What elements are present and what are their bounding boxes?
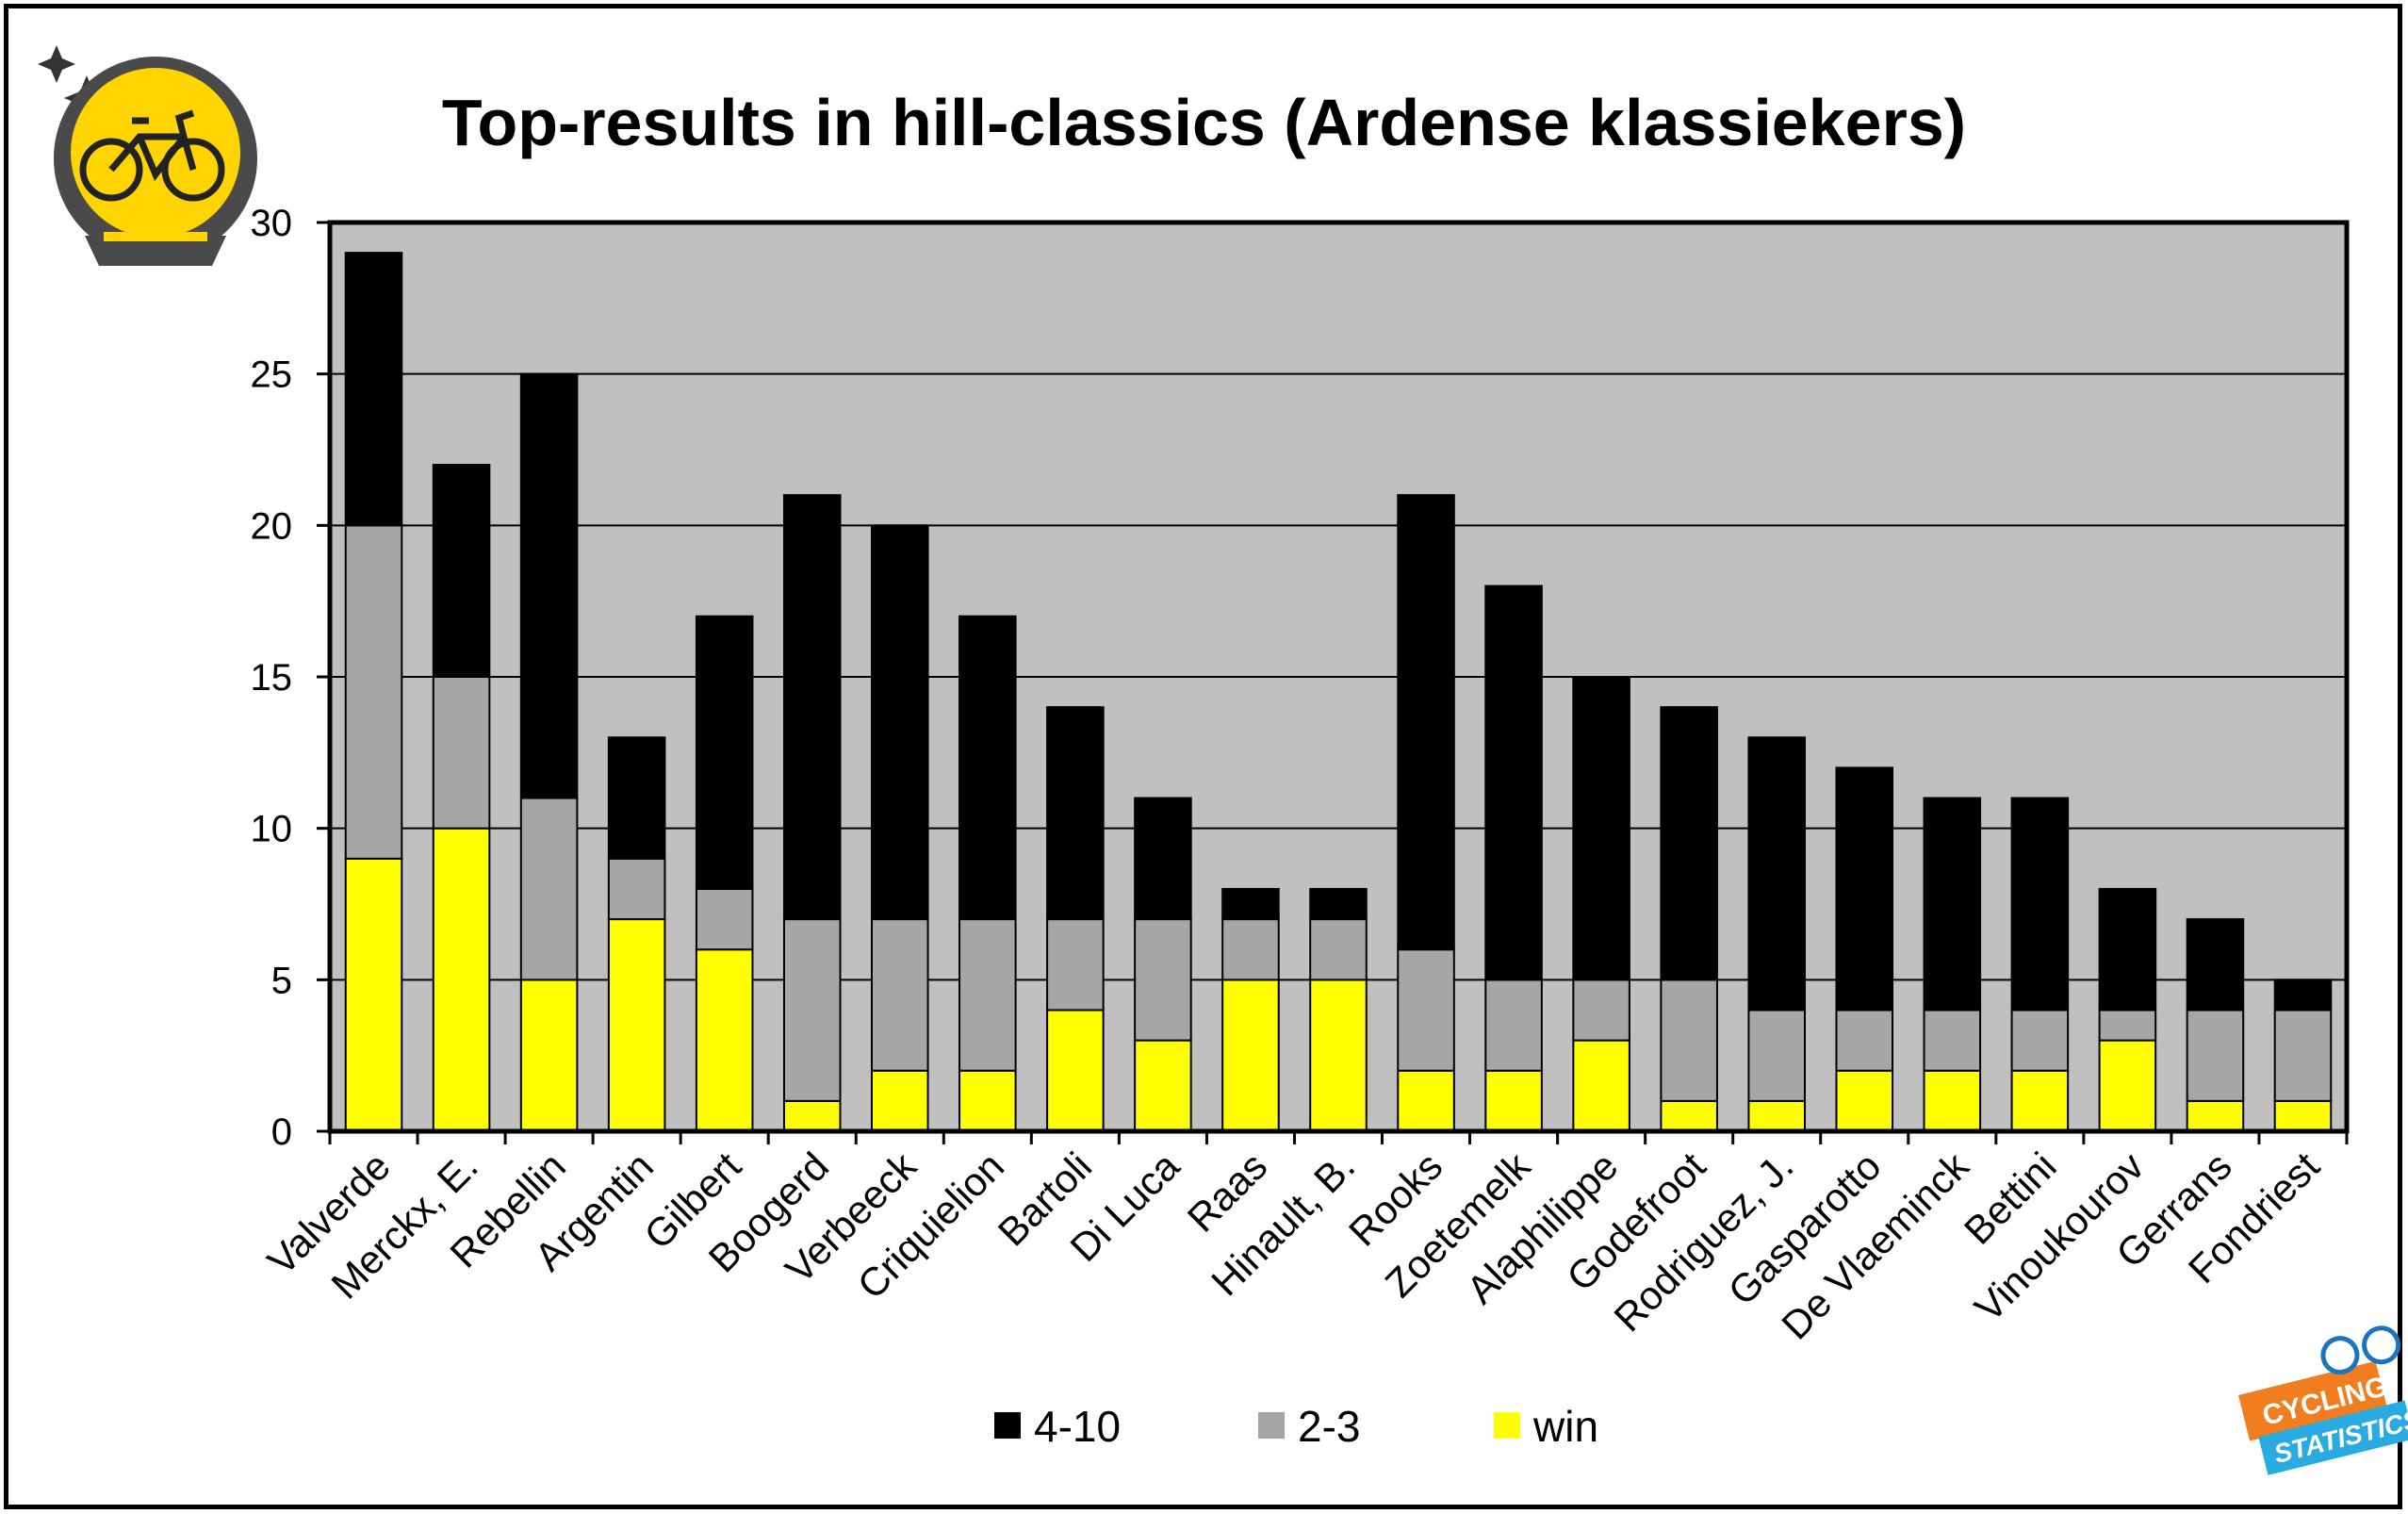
bar-2-3 [519, 797, 579, 981]
bar-4-10 [432, 464, 491, 679]
bar-win [695, 948, 754, 1133]
bar-4-10 [2010, 797, 2070, 1012]
bar-win [1046, 1009, 1105, 1133]
bar-4-10 [695, 615, 754, 890]
bar-4-10 [1572, 676, 1630, 981]
bar-2-3 [1923, 1009, 1982, 1072]
bar-4-10 [2186, 918, 2245, 1012]
bar-4-10 [1747, 736, 1806, 1012]
chart-frame [4, 4, 2402, 1509]
bar-2-3 [1309, 918, 1368, 981]
bar-2-3 [2010, 1009, 2070, 1072]
bar-4-10 [782, 494, 842, 921]
bar-win [1923, 1069, 1982, 1132]
y-tick-label: 30 [251, 203, 293, 244]
bar-win [1572, 1039, 1630, 1132]
cycling-statistics-logo: CYCLING STATISTICS [2238, 1325, 2408, 1475]
y-tick-label: 5 [271, 960, 292, 1001]
bar-win [432, 827, 491, 1133]
bar-win [1221, 979, 1280, 1133]
bar-win [782, 1099, 842, 1133]
legend-label-win: win [1532, 1402, 1598, 1451]
bar-win [1747, 1099, 1806, 1133]
bar-4-10 [1660, 706, 1718, 981]
bar-4-10 [1397, 494, 1455, 951]
plot-border [327, 220, 2350, 1134]
bar-win [1134, 1039, 1192, 1132]
bar-win [344, 857, 403, 1132]
legend-label-2-3: 2-3 [1298, 1402, 1360, 1451]
chart-title: Top-results in hill-classics (Ardense kl… [441, 86, 1967, 159]
crystal-ball-bicycle-logo [38, 45, 257, 266]
bar-2-3 [2098, 1009, 2157, 1042]
bar-4-10 [1923, 797, 1982, 1012]
bar-2-3 [1046, 918, 1105, 1012]
bar-4-10 [1309, 887, 1368, 921]
y-tick-label: 25 [251, 354, 293, 396]
legend-swatch-2-3 [1258, 1412, 1285, 1439]
bar-4-10 [344, 252, 403, 527]
bar-4-10 [958, 615, 1017, 921]
bar-4-10 [2273, 979, 2333, 1012]
bar-2-3 [344, 524, 403, 860]
bar-4-10 [871, 524, 929, 921]
bar-2-3 [1134, 918, 1192, 1042]
y-tick-label: 20 [251, 505, 293, 547]
bar-2-3 [432, 676, 491, 830]
bar-win [2273, 1099, 2333, 1133]
bar-win [607, 918, 666, 1132]
bar-win [2010, 1069, 2070, 1132]
bar-2-3 [695, 887, 754, 951]
legend-swatch-win [1494, 1412, 1520, 1439]
legend: 4-10 2-3 win [994, 1402, 1598, 1451]
bar-win [2186, 1099, 2245, 1133]
bar-win [1397, 1069, 1455, 1132]
bar-win [871, 1069, 929, 1132]
bar-4-10 [1134, 797, 1192, 921]
bar-4-10 [1484, 584, 1543, 981]
bar-2-3 [607, 857, 666, 921]
bar-win [519, 979, 579, 1133]
bar-4-10 [2098, 887, 2157, 1012]
bar-2-3 [1660, 979, 1718, 1102]
bar-2-3 [871, 918, 929, 1072]
y-tick-label: 10 [251, 809, 293, 850]
bar-4-10 [1835, 766, 1894, 1012]
y-tick-label: 0 [271, 1111, 292, 1153]
bar-2-3 [1221, 918, 1280, 981]
bar-2-3 [1747, 1009, 1806, 1102]
bar-win [2098, 1039, 2157, 1132]
bar-4-10 [607, 736, 666, 860]
bar-win [1309, 979, 1368, 1133]
bar-2-3 [1484, 979, 1543, 1072]
bar-2-3 [2186, 1009, 2245, 1102]
bar-4-10 [519, 372, 579, 799]
bar-win [1660, 1099, 1718, 1133]
bar-win [958, 1069, 1017, 1132]
bar-2-3 [1397, 948, 1455, 1072]
bar-4-10 [1046, 706, 1105, 921]
bar-2-3 [2273, 1009, 2333, 1102]
legend-label-4-10: 4-10 [1034, 1402, 1121, 1451]
bar-2-3 [782, 918, 842, 1102]
bar-win [1835, 1069, 1894, 1132]
bar-2-3 [1572, 979, 1630, 1042]
bar-2-3 [958, 918, 1017, 1072]
bar-win [1484, 1069, 1543, 1132]
y-tick-label: 15 [251, 657, 293, 699]
bar-4-10 [1221, 887, 1280, 921]
legend-swatch-4-10 [994, 1412, 1021, 1439]
bar-2-3 [1835, 1009, 1894, 1072]
